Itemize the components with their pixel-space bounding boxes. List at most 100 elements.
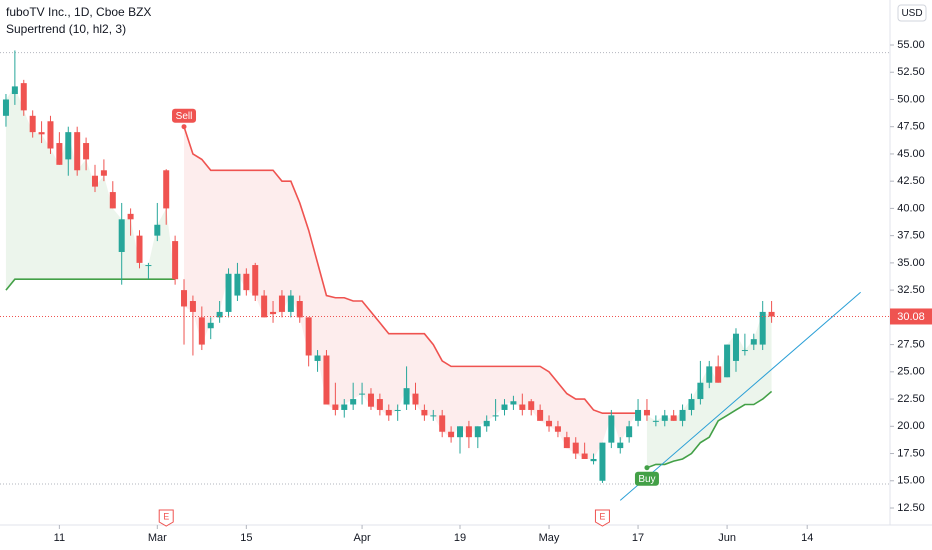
candle-body (474, 426, 481, 438)
candle-body (278, 295, 285, 312)
candle-body (216, 311, 223, 318)
fills (5, 86, 772, 468)
y-tick-label: 40.00 (897, 202, 925, 214)
earnings-label: E (599, 511, 605, 521)
y-tick-label: 22.50 (897, 393, 925, 405)
x-tick-label: 14 (801, 532, 813, 544)
candle-body (154, 224, 161, 236)
candle-body (91, 175, 98, 187)
signal-dot (181, 124, 187, 130)
candle-body (359, 393, 366, 395)
candle-body (430, 415, 437, 417)
y-tick-label: 20.00 (897, 420, 925, 432)
y-tick-label: 52.50 (897, 66, 925, 78)
last-price-label: 30.08 (897, 311, 925, 323)
candle-body (554, 426, 561, 432)
x-tick-label: Mar (148, 532, 167, 544)
y-tick-label: 42.50 (897, 175, 925, 187)
candle-body (305, 317, 312, 356)
candle-body (528, 401, 535, 410)
supertrend-line (646, 390, 773, 469)
y-tick-label: 27.50 (897, 338, 925, 350)
currency-box[interactable] (897, 4, 927, 22)
candle-body (181, 290, 188, 307)
candle-body (465, 426, 472, 438)
candle-body (768, 311, 775, 317)
candle-body (376, 399, 383, 410)
candle-body (599, 442, 606, 481)
x-tick-label: 11 (54, 532, 65, 544)
candle-body (332, 404, 339, 410)
supertrend-line (183, 126, 639, 415)
y-tick-label: 45.00 (897, 148, 925, 160)
signal-dot (644, 465, 650, 471)
candle-body (109, 192, 116, 209)
candle-body (38, 132, 45, 135)
candle-body (270, 311, 277, 315)
y-tick-label: 15.00 (897, 475, 925, 487)
candle-body (492, 415, 499, 417)
candle-body (225, 273, 232, 312)
candle-body (617, 442, 624, 449)
candle-body (759, 311, 766, 345)
candle-body (243, 273, 250, 291)
candle-body (661, 415, 668, 421)
x-tick-label: 17 (632, 532, 644, 544)
candle-body (65, 132, 72, 160)
marks: 12.5015.0017.5020.0022.5025.0027.5030.00… (0, 39, 932, 544)
candle-body (501, 404, 508, 410)
candle-body (56, 143, 63, 165)
candle-body (457, 426, 464, 438)
chart-title: fuboTV Inc., 1D, Cboe BZX (6, 5, 151, 19)
indicator-label: Supertrend (10, hl2, 3) (6, 22, 126, 36)
candle-body (100, 170, 107, 176)
candle-body (679, 409, 686, 421)
candle-body (519, 404, 526, 410)
y-tick-label: 35.00 (897, 257, 925, 269)
candle-body (652, 420, 659, 422)
candle-body (341, 404, 348, 410)
signal-box (172, 108, 197, 123)
candle-body (350, 399, 357, 405)
x-tick-label: May (539, 532, 560, 544)
candle-body (207, 322, 214, 329)
candle-body (261, 295, 268, 318)
x-tick-label: 19 (454, 532, 466, 544)
candle-body (546, 420, 553, 427)
trend-line (619, 291, 861, 501)
candle-body (189, 301, 196, 312)
candle-body (2, 99, 9, 116)
y-tick-label: 37.50 (897, 230, 925, 242)
currency-label[interactable]: USD (901, 8, 922, 19)
last-price-box (890, 308, 932, 325)
x-tick-label: Apr (354, 532, 371, 544)
y-tick-label: 55.00 (897, 39, 925, 51)
earnings-marker (158, 509, 174, 527)
y-tick-label: 17.50 (897, 447, 925, 459)
supertrend-line (5, 278, 176, 291)
candle-body (234, 273, 241, 296)
candle-body (252, 265, 259, 296)
candle-body (697, 382, 704, 400)
candle-body (118, 219, 125, 252)
candle-body (367, 393, 374, 407)
candle-body (29, 115, 36, 133)
candle-body (724, 344, 731, 378)
candle-body (314, 355, 321, 361)
trend-fill (5, 86, 176, 291)
candle-body (198, 317, 205, 345)
y-tick-label: 32.50 (897, 284, 925, 296)
signal-box (634, 471, 659, 486)
candle-body (287, 295, 294, 312)
candle-body (403, 388, 410, 405)
y-tick-label: 47.50 (897, 121, 925, 133)
candle-body (136, 235, 143, 263)
earnings-marker (594, 509, 610, 527)
candle-body (296, 301, 303, 318)
candle-body (688, 399, 695, 410)
trend-fill (646, 311, 772, 468)
candle-body (421, 409, 428, 416)
candle-body (732, 333, 739, 361)
candle-body (635, 409, 642, 421)
